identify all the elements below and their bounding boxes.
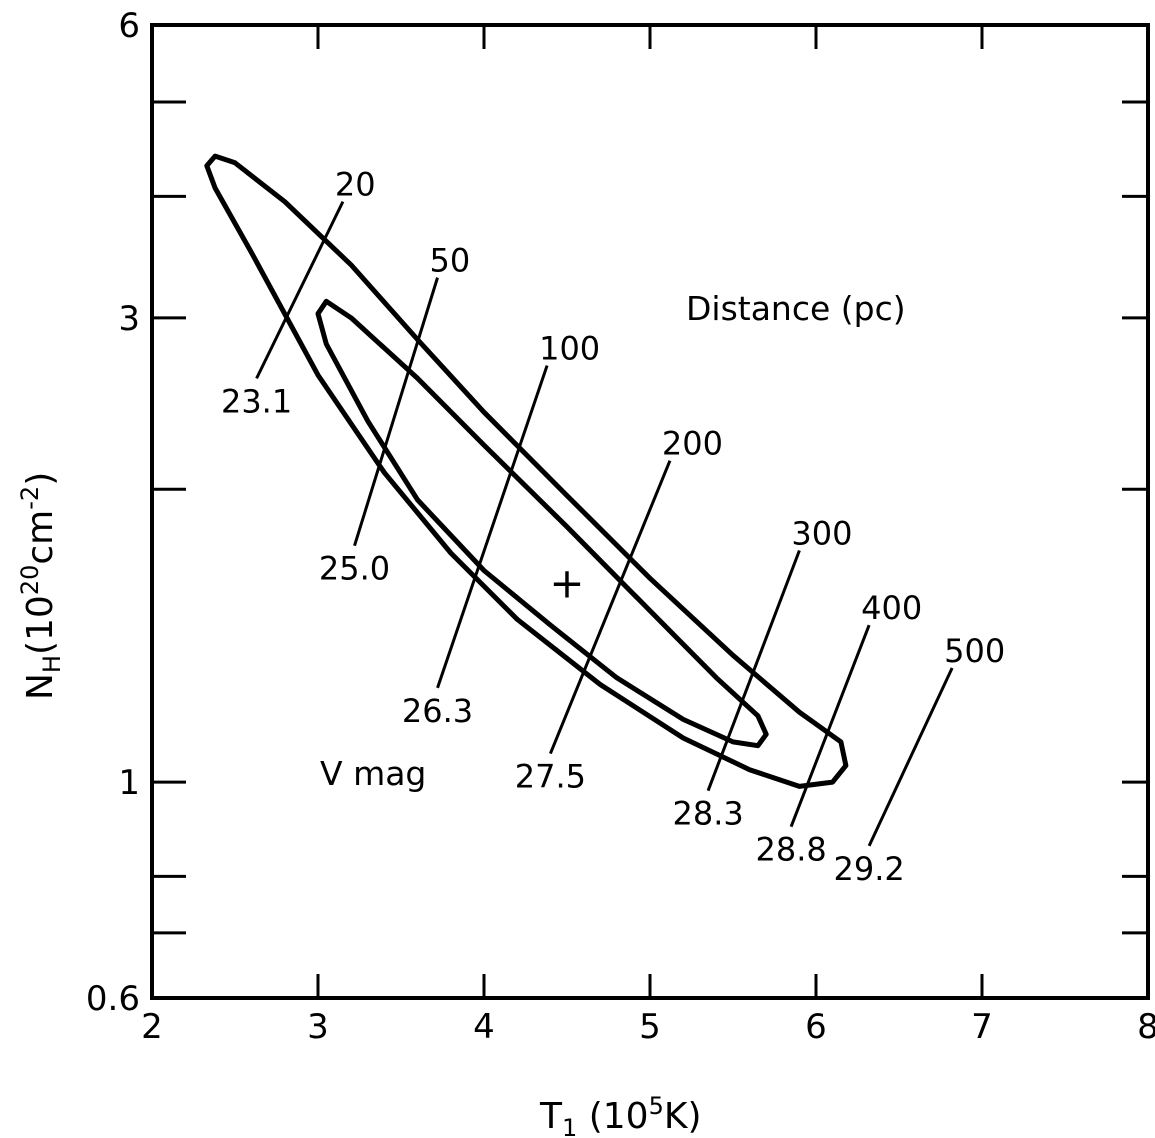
vmag-header: V mag [320, 754, 426, 793]
x-tick-label: 2 [141, 1007, 163, 1047]
distance-line-100 [436, 365, 549, 689]
best-fit-marker: + [549, 559, 584, 608]
vmag-label: 28.3 [672, 795, 743, 833]
distance-header: Distance (pc) [686, 289, 906, 328]
chart-labels: 2 3 4 5 6 7 8 0.6 1 3 6 20 23.1 50 25.0 100 26.3 200 27.5 3… [86, 6, 1155, 1047]
distance-label: 100 [539, 330, 600, 368]
distance-line-500 [867, 667, 954, 847]
distance-line-300 [706, 549, 801, 792]
distance-label: 400 [861, 589, 922, 627]
x-tick-label: 8 [1137, 1007, 1155, 1047]
x-tick-label: 5 [639, 1007, 661, 1047]
distance-label: 20 [335, 166, 376, 204]
distance-label: 50 [430, 242, 471, 280]
distance-line-200 [549, 460, 672, 755]
distance-line-400 [789, 624, 871, 828]
ticks [152, 25, 1148, 998]
vmag-label: 26.3 [402, 692, 473, 730]
confidence-contours [204, 153, 849, 789]
y-tick-label: 6 [118, 6, 140, 46]
distance-label: 200 [662, 425, 723, 463]
vmag-label: 29.2 [833, 850, 904, 888]
distance-line-50 [353, 277, 439, 547]
distance-lines [255, 200, 954, 847]
x-tick-label: 4 [473, 1007, 495, 1047]
y-axis-title: NH(1020cm-2) [16, 472, 66, 700]
distance-label: 300 [791, 515, 852, 553]
contour-inner [315, 298, 769, 749]
vmag-label: 23.1 [221, 382, 292, 420]
distance-line-20 [255, 200, 345, 380]
y-tick-label: 0.6 [86, 979, 140, 1019]
y-tick-label: 1 [118, 763, 140, 803]
contour-outer [204, 153, 849, 789]
y-tick-label: 3 [118, 299, 140, 339]
x-axis-title: T1 (105K) [539, 1092, 702, 1138]
x-tick-label: 6 [805, 1007, 827, 1047]
vmag-label: 25.0 [319, 550, 390, 588]
vmag-label: 28.8 [755, 831, 826, 869]
x-tick-label: 3 [307, 1007, 329, 1047]
x-tick-label: 7 [971, 1007, 993, 1047]
distance-label: 500 [944, 632, 1005, 670]
vmag-label: 27.5 [515, 758, 586, 796]
